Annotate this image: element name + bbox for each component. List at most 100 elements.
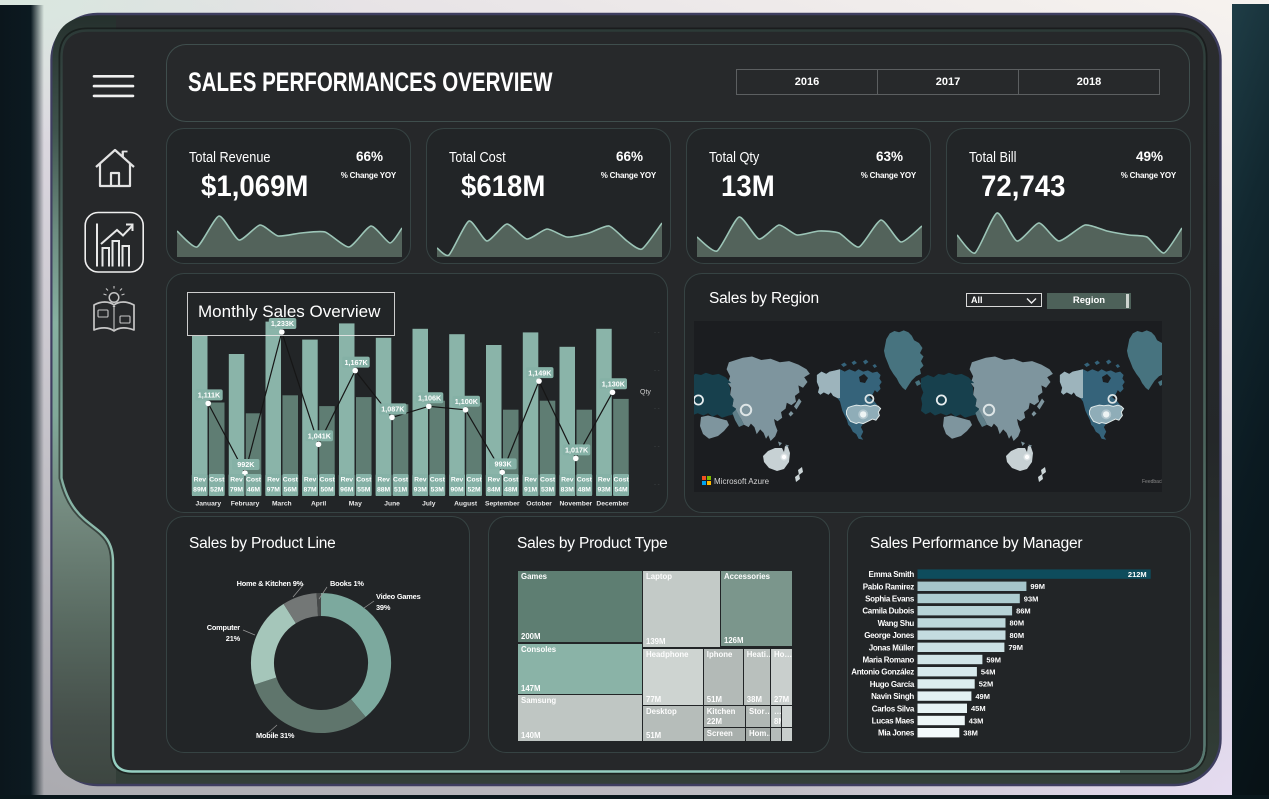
svg-text:Home & Kitchen 9%: Home & Kitchen 9% [237, 579, 304, 588]
svg-text:51M: 51M [394, 487, 408, 494]
svg-text:Wang Shu: Wang Shu [878, 619, 915, 628]
svg-text:53M: 53M [541, 487, 555, 494]
svg-text:52M: 52M [979, 680, 994, 689]
svg-text:- -: - - [654, 368, 660, 374]
svg-text:Rev: Rev [451, 477, 464, 484]
svg-text:1,233K: 1,233K [271, 319, 295, 328]
svg-text:September: September [485, 501, 520, 508]
svg-text:- -: - - [654, 482, 660, 488]
svg-text:Pablo Ramirez: Pablo Ramirez [863, 582, 915, 591]
svg-text:January: January [195, 501, 221, 508]
svg-text:38M: 38M [963, 729, 978, 738]
svg-text:52M: 52M [467, 487, 481, 494]
svg-text:1,041K: 1,041K [308, 432, 332, 441]
svg-text:1,106K: 1,106K [418, 394, 442, 403]
svg-text:1,130K: 1,130K [602, 380, 626, 389]
svg-text:Cost: Cost [246, 477, 262, 484]
svg-text:December: December [596, 501, 629, 508]
svg-text:Cost: Cost [393, 477, 409, 484]
svg-text:1,167K: 1,167K [345, 358, 369, 367]
svg-text:43M: 43M [969, 716, 984, 725]
svg-text:50M: 50M [320, 487, 334, 494]
svg-text:Lucas Maes: Lucas Maes [872, 717, 915, 726]
svg-text:Maria Romano: Maria Romano [862, 656, 914, 665]
svg-text:48M: 48M [578, 487, 592, 494]
svg-text:Rev: Rev [598, 477, 611, 484]
svg-text:99M: 99M [1030, 582, 1045, 591]
svg-text:Feedback: Feedback [1142, 479, 1162, 485]
svg-text:1,100K: 1,100K [455, 397, 479, 406]
svg-text:21%: 21% [226, 634, 241, 643]
svg-text:992K: 992K [237, 460, 255, 469]
svg-text:993K: 993K [495, 460, 513, 469]
svg-text:48M: 48M [504, 487, 518, 494]
svg-text:November: November [559, 501, 592, 508]
svg-text:Cost: Cost [540, 477, 556, 484]
svg-text:Rev: Rev [488, 477, 501, 484]
svg-text:Rev: Rev [377, 477, 390, 484]
svg-text:Cost: Cost [467, 477, 483, 484]
svg-text:Mia Jones: Mia Jones [878, 729, 915, 738]
svg-text:October: October [526, 501, 552, 508]
svg-text:93M: 93M [597, 487, 611, 494]
svg-text:86M: 86M [1016, 607, 1031, 616]
svg-text:Hugo García: Hugo García [870, 680, 915, 689]
svg-text:Books 1%: Books 1% [330, 579, 364, 588]
svg-text:1,149K: 1,149K [528, 368, 552, 377]
svg-text:Microsoft Azure: Microsoft Azure [714, 477, 770, 486]
svg-text:Sophia Evans: Sophia Evans [865, 595, 915, 604]
svg-text:89M: 89M [193, 487, 207, 494]
svg-text:Video Games: Video Games [376, 592, 421, 601]
svg-text:1,017K: 1,017K [565, 446, 589, 455]
svg-text:George Jones: George Jones [864, 631, 915, 640]
svg-text:54M: 54M [614, 487, 628, 494]
svg-text:80M: 80M [1010, 619, 1025, 628]
svg-text:Mobile 31%: Mobile 31% [256, 731, 295, 740]
svg-text:June: June [384, 501, 400, 508]
svg-text:Computer: Computer [207, 623, 241, 632]
svg-text:Rev: Rev [414, 477, 427, 484]
svg-text:49M: 49M [975, 692, 990, 701]
svg-text:55M: 55M [357, 487, 371, 494]
svg-text:79M: 79M [1008, 643, 1023, 652]
svg-text:Cost: Cost [430, 477, 446, 484]
svg-text:Rev: Rev [194, 477, 207, 484]
svg-text:80M: 80M [1010, 631, 1025, 640]
svg-text:Antonio González: Antonio González [851, 668, 914, 677]
svg-text:84M: 84M [487, 487, 501, 494]
svg-text:May: May [349, 501, 362, 508]
svg-text:91M: 91M [524, 487, 538, 494]
svg-text:Rev: Rev [230, 477, 243, 484]
svg-text:Cost: Cost [577, 477, 593, 484]
svg-text:Cost: Cost [503, 477, 519, 484]
svg-text:Navin Singh: Navin Singh [871, 692, 914, 701]
svg-text:87M: 87M [303, 487, 317, 494]
svg-text:March: March [272, 501, 292, 508]
svg-text:56M: 56M [284, 487, 298, 494]
svg-text:April: April [311, 501, 326, 508]
svg-text:Rev: Rev [304, 477, 317, 484]
svg-text:Rev: Rev [561, 477, 574, 484]
svg-text:46M: 46M [247, 487, 261, 494]
svg-text:1,111K: 1,111K [198, 391, 221, 400]
svg-text:Cost: Cost [614, 477, 630, 484]
svg-text:79M: 79M [230, 487, 244, 494]
svg-text:Jonas Müller: Jonas Müller [869, 643, 914, 652]
svg-text:1,087K: 1,087K [381, 405, 405, 414]
svg-text:- -: - - [654, 444, 660, 450]
svg-text:Rev: Rev [341, 477, 354, 484]
svg-text:- -: - - [654, 330, 660, 336]
svg-text:Cost: Cost [356, 477, 372, 484]
svg-text:93M: 93M [414, 487, 428, 494]
svg-text:93M: 93M [1024, 594, 1039, 603]
svg-text:45M: 45M [971, 704, 986, 713]
svg-text:Cost: Cost [320, 477, 336, 484]
svg-text:July: July [422, 501, 436, 508]
svg-text:Camila Dubois: Camila Dubois [862, 607, 915, 616]
svg-text:February: February [231, 501, 260, 508]
svg-text:53M: 53M [431, 487, 445, 494]
svg-text:August: August [454, 501, 478, 508]
svg-text:88M: 88M [377, 487, 391, 494]
svg-text:212M: 212M [1128, 570, 1147, 579]
svg-text:39%: 39% [376, 603, 391, 612]
